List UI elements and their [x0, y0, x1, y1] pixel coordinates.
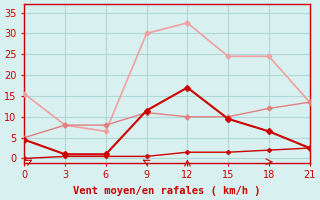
X-axis label: Vent moyen/en rafales ( km/h ): Vent moyen/en rafales ( km/h )	[73, 186, 261, 196]
